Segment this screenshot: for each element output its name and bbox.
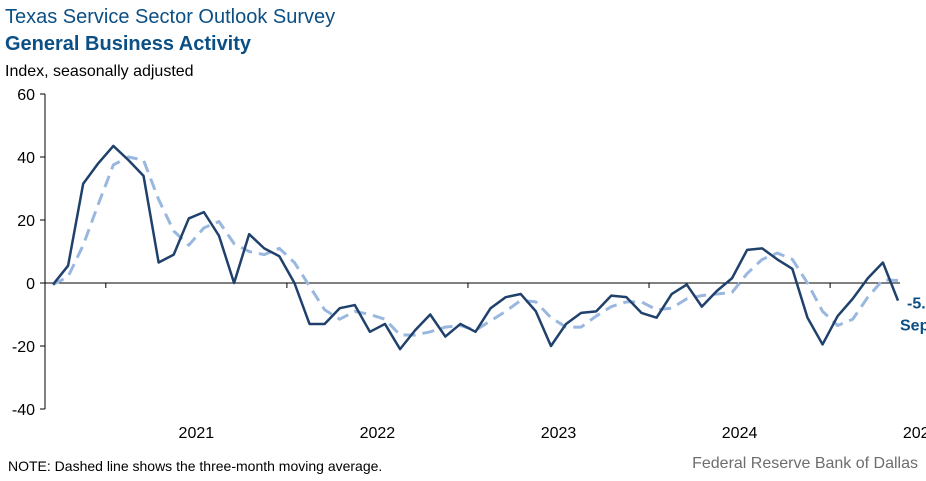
source-credit: Federal Reserve Bank of Dallas — [692, 455, 918, 472]
x-tick-label: 2021 — [179, 425, 215, 442]
y-tick-label: 20 — [17, 213, 35, 230]
y-axis-label: Index, seasonally adjusted — [5, 63, 194, 80]
x-tick-label: 2023 — [541, 425, 577, 442]
chart-note: NOTE: Dashed line shows the three-month … — [8, 458, 383, 474]
x-tick-label: 2025 — [903, 425, 926, 442]
latest-month-label: Sep. — [900, 318, 926, 335]
chart-subtitle: General Business Activity — [5, 33, 252, 55]
y-tick-label: -20 — [12, 339, 35, 356]
y-tick-label: 60 — [17, 87, 35, 104]
y-tick-label: 0 — [26, 276, 35, 293]
x-tick-label: 2024 — [722, 425, 758, 442]
chart-title: Texas Service Sector Outlook Survey — [5, 6, 336, 28]
y-tick-label: -40 — [12, 402, 35, 419]
moving-average-line — [52, 155, 899, 337]
x-tick-label: 2022 — [360, 425, 396, 442]
latest-value-label: -5.6 — [907, 296, 926, 313]
general-business-activity-line — [52, 144, 900, 351]
y-tick-label: 40 — [17, 150, 35, 167]
